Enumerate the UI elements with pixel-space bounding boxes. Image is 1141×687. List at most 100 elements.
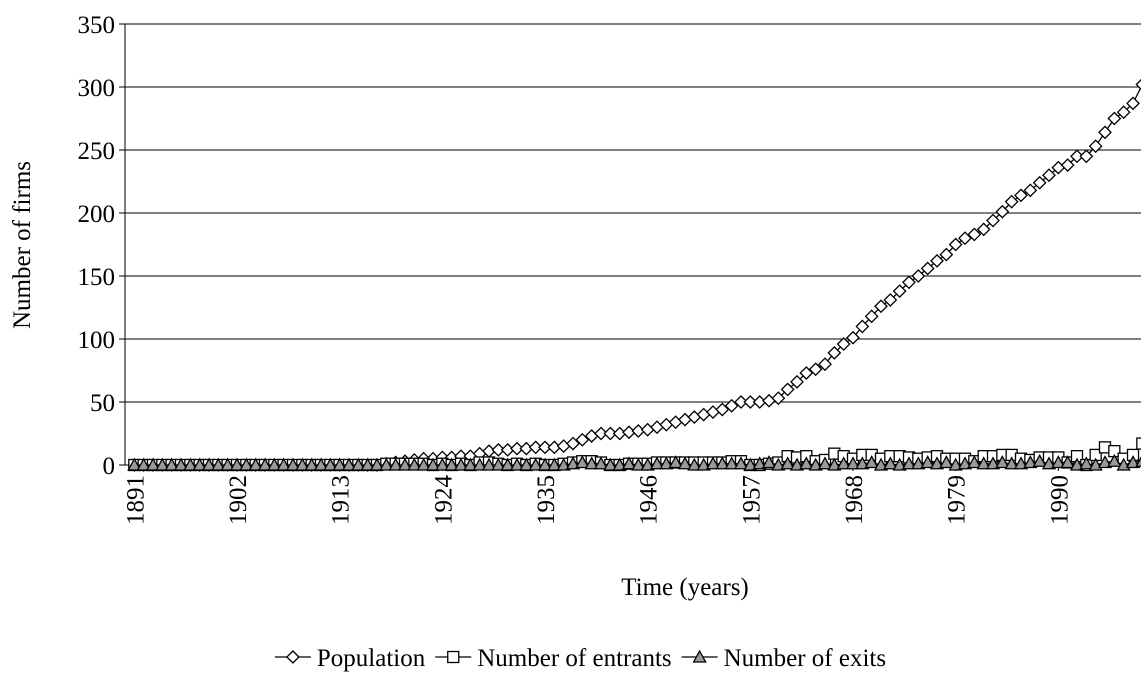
marker <box>1107 111 1122 126</box>
marker <box>183 457 198 471</box>
marker <box>761 455 777 469</box>
marker <box>1107 453 1122 467</box>
marker <box>790 374 804 389</box>
marker <box>715 456 730 470</box>
marker <box>447 650 460 664</box>
marker <box>1032 175 1047 190</box>
legend: Population Number of entrants Number of ex… <box>274 645 886 672</box>
marker <box>1023 183 1038 198</box>
legend-label: Population <box>317 645 426 672</box>
marker <box>565 456 581 470</box>
marker <box>724 456 739 470</box>
marker <box>734 395 748 409</box>
marker <box>1060 158 1075 173</box>
x-tick-label: 1946 <box>636 475 663 525</box>
marker <box>771 457 786 471</box>
marker <box>313 457 329 471</box>
marker <box>173 457 189 471</box>
x-tick-label: 1891 <box>122 475 149 525</box>
marker <box>1098 125 1112 140</box>
marker <box>491 457 506 471</box>
marker <box>248 457 263 471</box>
marker <box>957 456 973 470</box>
marker <box>397 457 413 471</box>
y-tick-label: 0 <box>103 453 116 480</box>
marker <box>519 457 534 471</box>
marker <box>976 222 991 237</box>
marker <box>1116 105 1131 120</box>
marker <box>827 457 842 471</box>
marker <box>985 456 1001 470</box>
marker <box>1125 455 1141 469</box>
marker <box>584 456 599 470</box>
marker <box>1004 194 1019 209</box>
marker <box>369 457 385 471</box>
y-axis-title: Number of firms <box>9 161 36 329</box>
y-tick-label: 100 <box>78 327 116 354</box>
marker <box>1126 96 1140 111</box>
marker <box>864 309 879 324</box>
marker <box>855 456 870 470</box>
marker <box>155 457 170 471</box>
marker <box>1014 188 1028 203</box>
marker <box>351 457 366 471</box>
marker <box>211 457 226 471</box>
marker <box>1060 455 1075 469</box>
marker <box>621 456 637 470</box>
marker <box>295 457 310 471</box>
marker <box>995 455 1010 469</box>
legend-item: Number of exits <box>681 645 886 672</box>
marker <box>920 261 935 276</box>
marker <box>780 382 795 397</box>
marker <box>808 362 823 377</box>
marker <box>640 457 655 471</box>
marker <box>603 457 618 471</box>
marker <box>435 457 450 471</box>
marker <box>388 457 403 471</box>
series-line <box>134 85 1141 466</box>
marker <box>827 345 842 360</box>
marker <box>855 319 870 334</box>
marker <box>902 275 916 290</box>
marker <box>1097 455 1113 469</box>
marker <box>948 237 963 252</box>
plot-area: 0 50 100 150 200 250 300 350 1891 1902 1913 1924 193… <box>78 12 1141 525</box>
legend-item: Number of entrants <box>435 645 672 672</box>
marker <box>799 366 814 380</box>
marker <box>836 337 851 351</box>
x-tick-label: 1924 <box>430 475 457 526</box>
marker <box>285 457 301 471</box>
marker <box>817 456 833 470</box>
marker <box>481 457 497 471</box>
marker <box>444 457 459 471</box>
marker <box>649 456 665 470</box>
marker <box>939 455 954 469</box>
marker <box>509 457 525 471</box>
marker <box>808 457 823 471</box>
marker <box>743 457 758 471</box>
marker <box>547 457 562 471</box>
y-tick-label: 50 <box>90 390 115 417</box>
x-tick-label: 1902 <box>225 475 252 525</box>
marker <box>771 391 786 406</box>
marker <box>864 455 879 469</box>
marker <box>500 457 515 471</box>
marker <box>696 457 711 471</box>
marker <box>892 457 907 471</box>
plot-border <box>124 23 1141 466</box>
marker <box>416 457 431 471</box>
marker <box>201 457 217 471</box>
marker <box>692 649 707 663</box>
marker <box>323 457 338 471</box>
x-tick-label: 1990 <box>1046 475 1073 525</box>
marker <box>425 457 441 471</box>
marker <box>1004 456 1019 470</box>
marker <box>1136 437 1141 450</box>
marker <box>556 457 571 471</box>
marker <box>304 457 319 471</box>
marker <box>958 231 972 246</box>
marker <box>1079 149 1094 164</box>
marker <box>818 357 832 372</box>
marker <box>976 456 991 470</box>
marker <box>733 456 749 470</box>
